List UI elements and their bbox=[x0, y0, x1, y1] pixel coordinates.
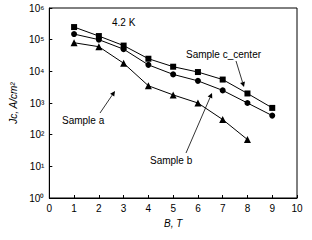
svg-text:B, T: B, T bbox=[164, 218, 183, 229]
svg-text:1: 1 bbox=[71, 203, 77, 214]
svg-text:10⁵: 10⁵ bbox=[29, 34, 44, 45]
svg-text:10⁶: 10⁶ bbox=[29, 3, 44, 14]
svg-text:0: 0 bbox=[47, 203, 53, 214]
svg-text:Jc, A/cm²: Jc, A/cm² bbox=[8, 82, 19, 125]
svg-text:3: 3 bbox=[121, 203, 127, 214]
svg-text:5: 5 bbox=[170, 203, 176, 214]
svg-text:Sample c_center: Sample c_center bbox=[186, 49, 262, 60]
svg-text:10²: 10² bbox=[30, 129, 45, 140]
svg-text:10⁴: 10⁴ bbox=[29, 66, 44, 77]
svg-text:10¹: 10¹ bbox=[30, 161, 45, 172]
svg-text:10³: 10³ bbox=[30, 98, 45, 109]
svg-text:2: 2 bbox=[96, 203, 102, 214]
svg-text:10: 10 bbox=[291, 203, 303, 214]
svg-text:9: 9 bbox=[269, 203, 275, 214]
svg-text:8: 8 bbox=[245, 203, 251, 214]
svg-text:4.2 K: 4.2 K bbox=[112, 17, 136, 28]
svg-text:7: 7 bbox=[220, 203, 226, 214]
svg-text:4: 4 bbox=[146, 203, 152, 214]
svg-text:Sample b: Sample b bbox=[150, 155, 193, 166]
svg-text:Sample a: Sample a bbox=[62, 115, 105, 126]
svg-text:6: 6 bbox=[195, 203, 201, 214]
svg-text:10⁰: 10⁰ bbox=[29, 193, 44, 204]
